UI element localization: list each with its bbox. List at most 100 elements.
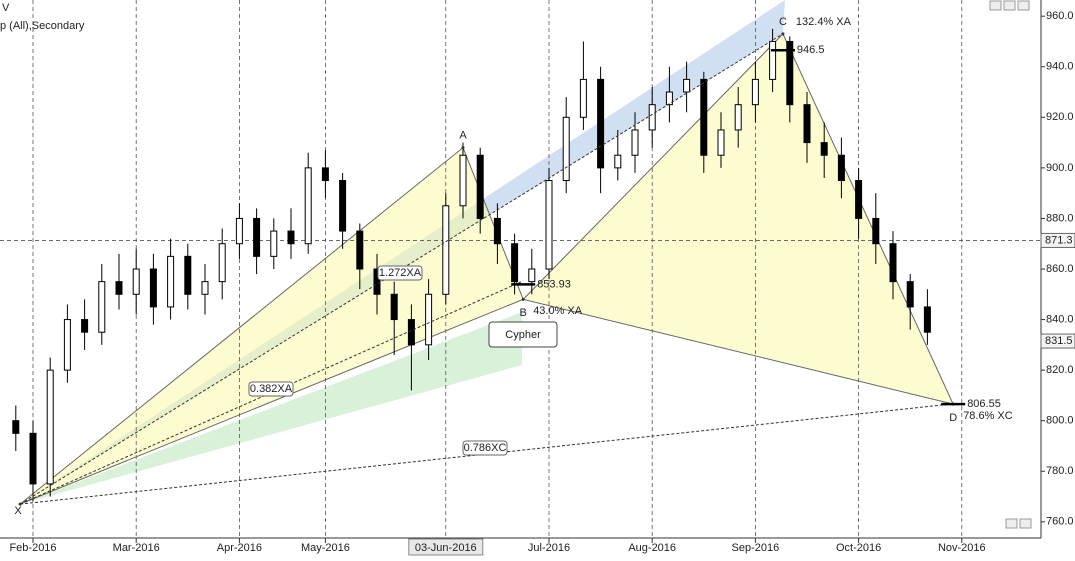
x-tick-label: Feb-2016: [9, 542, 56, 554]
y-tick-label: 900.0: [1046, 162, 1074, 174]
price-tag-box: [1040, 333, 1075, 349]
y-tick-label: 920.0: [1046, 111, 1074, 123]
y-tick-label: 880.0: [1046, 212, 1074, 224]
pattern-point: [521, 297, 525, 301]
pattern-point: [461, 146, 465, 150]
pattern-point: [18, 502, 22, 506]
candle-body: [889, 243, 897, 283]
candle-body: [270, 230, 278, 257]
pattern-triangle: [19, 146, 524, 505]
header: V: [2, 2, 10, 14]
candle-body: [855, 180, 863, 219]
pattern-label: X: [14, 505, 22, 517]
candle-body: [442, 205, 450, 295]
candle-body: [356, 230, 364, 270]
candle-body: [253, 217, 261, 257]
candle-body: [597, 78, 605, 169]
extension-line: [19, 33, 784, 505]
extension-band: [20, 312, 522, 505]
extension-box: [248, 381, 294, 397]
scroll-button[interactable]: [1003, 0, 1016, 11]
x-tick-label: Mar-2016: [113, 542, 160, 554]
candle-body: [339, 180, 347, 232]
candle-body: [820, 142, 828, 156]
candle-body: [98, 281, 106, 333]
candle-body: [81, 319, 89, 333]
price-tag: 831.5: [1045, 335, 1073, 347]
candle-body: [218, 243, 226, 283]
candle-body: [12, 420, 20, 434]
ratio-label: 43.0% XA: [533, 305, 583, 317]
pattern-label: C: [779, 16, 787, 28]
candle-body: [29, 432, 37, 485]
extension-label: 0.382XA: [250, 383, 293, 395]
candle-body: [46, 369, 54, 485]
y-tick-label: 800.0: [1046, 415, 1074, 427]
level-label: 946.5: [797, 44, 825, 56]
candle-body: [511, 243, 519, 283]
candle-body: [476, 154, 484, 219]
candles: [12, 28, 931, 502]
extension-label: 0.786XC: [464, 442, 507, 454]
candle-body: [803, 104, 811, 144]
candle-body: [631, 129, 639, 156]
candle-body: [751, 78, 759, 106]
candle-body: [562, 116, 570, 182]
candle-body: [614, 154, 622, 169]
candle-body: [786, 40, 794, 106]
candle-body: [287, 230, 295, 245]
price-tag: 871.3: [1045, 234, 1073, 246]
x-tick-label: Apr-2016: [217, 542, 262, 554]
candle-body: [390, 293, 398, 321]
candle-body: [201, 281, 209, 295]
candle-body: [906, 281, 914, 308]
pattern-triangle: [522, 33, 955, 405]
candle-body: [373, 268, 381, 295]
x-tick-label: Nov-2016: [938, 542, 986, 554]
candle-body: [700, 78, 708, 156]
candle-body: [545, 180, 553, 270]
scroll-button[interactable]: [1005, 518, 1018, 529]
y-tick-label: 840.0: [1046, 313, 1074, 325]
candle-body: [769, 40, 777, 80]
pattern-label: A: [459, 130, 467, 142]
scroll-button[interactable]: [1019, 518, 1032, 529]
candle-body: [304, 167, 312, 245]
candle-body: [648, 104, 656, 131]
y-tick-label: 820.0: [1046, 364, 1074, 376]
candle-body: [923, 306, 931, 333]
candle-body: [63, 319, 71, 371]
pattern-label: D: [949, 412, 957, 424]
scroll-button[interactable]: [989, 0, 1002, 11]
candle-body: [321, 167, 329, 182]
header: p (All),Secondary: [0, 20, 85, 32]
scroll-button[interactable]: [1017, 0, 1030, 11]
level-label: 853.93: [537, 278, 571, 290]
candle-body: [579, 78, 587, 118]
pattern-name-box: [488, 321, 558, 348]
candle-body: [734, 104, 742, 131]
pattern-point: [781, 32, 785, 36]
candle-body: [184, 255, 192, 295]
extension-box: [377, 265, 423, 281]
pattern-shapes: [19, 0, 955, 505]
candle-body: [837, 154, 845, 182]
candle-body: [115, 281, 123, 295]
y-tick-label: 760.0: [1046, 516, 1074, 528]
candle-body: [235, 217, 243, 245]
pattern-name: Cypher: [505, 329, 541, 341]
toolbar[interactable]: [989, 0, 1032, 529]
candle-body: [872, 217, 880, 245]
y-tick-label: 860.0: [1046, 263, 1074, 275]
candle-body: [132, 268, 140, 295]
extension-box: [462, 440, 508, 456]
x-tick-label: Oct-2016: [836, 542, 881, 554]
candle-body: [407, 319, 415, 346]
y-tick-label: 780.0: [1046, 465, 1074, 477]
ratio-label: 132.4% XA: [796, 16, 852, 28]
x-tick-label: Aug-2016: [628, 542, 676, 554]
candle-body: [459, 154, 467, 207]
ratio-label: 78.6% XC: [963, 410, 1013, 422]
extension-label: 1.272XA: [379, 267, 422, 279]
